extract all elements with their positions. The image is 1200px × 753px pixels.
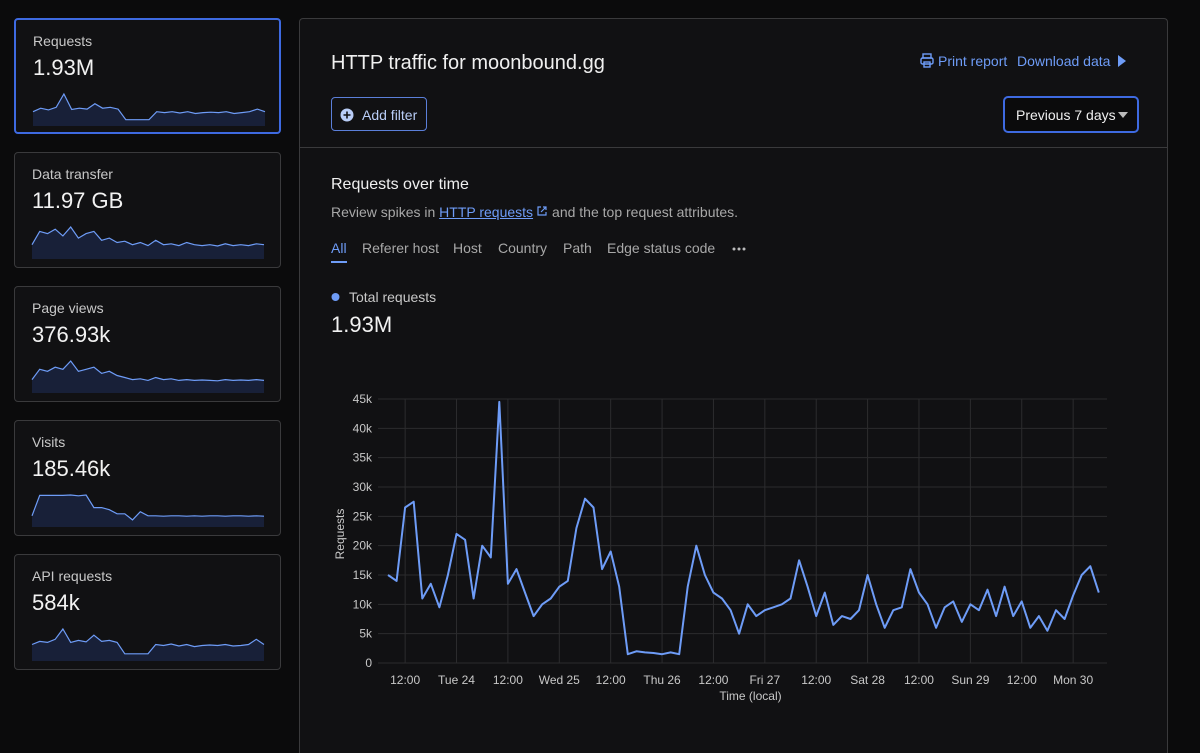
- description-text: Review spikes in: [331, 204, 436, 220]
- date-range-select[interactable]: Previous 7 days: [1003, 96, 1139, 133]
- date-range-label: Previous 7 days: [1016, 107, 1116, 123]
- x-tick-label: Fri 27: [749, 673, 780, 687]
- y-tick-label: 30k: [353, 480, 373, 494]
- description-text: and the top request attributes.: [552, 204, 739, 220]
- x-tick-label: 12:00: [698, 673, 728, 687]
- tab[interactable]: Path: [563, 240, 592, 256]
- y-tick-label: 25k: [353, 509, 373, 523]
- sparkline-line: [31, 226, 265, 247]
- metric-card[interactable]: Page views 376.93k: [14, 286, 281, 402]
- section-title: Requests over time: [331, 176, 469, 193]
- add-filter-label: Add filter: [362, 107, 418, 123]
- tab[interactable]: Country: [498, 240, 548, 256]
- active-tab-underline: [331, 261, 347, 263]
- external-icon: [537, 206, 547, 216]
- download-arrow: [1118, 55, 1126, 67]
- x-tick-label: Thu 26: [643, 673, 681, 687]
- metric-card[interactable]: API requests 584k: [14, 554, 281, 670]
- metric-label: Page views: [32, 300, 104, 316]
- metric-label: Visits: [32, 434, 66, 450]
- metric-value: 11.97 GB: [32, 188, 124, 213]
- x-tick-label: Sun 29: [951, 673, 989, 687]
- sparkline-line: [32, 92, 266, 121]
- legend-dot: [331, 293, 340, 301]
- sparkline: [31, 627, 265, 661]
- sparkline: [32, 92, 266, 126]
- sparkline: [31, 494, 265, 527]
- y-tick-label: 40k: [353, 421, 373, 435]
- metric-card[interactable]: Data transfer 11.97 GB: [14, 152, 281, 268]
- y-tick-label: 10k: [353, 597, 373, 611]
- sparkline: [31, 360, 265, 393]
- x-tick-label: 12:00: [596, 673, 626, 687]
- series-line: [387, 400, 1100, 656]
- print-report-link[interactable]: Print report: [938, 53, 1008, 69]
- sparkline-line: [31, 494, 265, 521]
- sparkline: [31, 226, 265, 259]
- divider: [300, 147, 1167, 148]
- x-tick-label: 12:00: [493, 673, 523, 687]
- chart: 0 5k 10k 15k 20k 25k 30k 35k 40k 45k 12:00 Tue 24 12…: [333, 392, 1107, 703]
- sparkline-area: [33, 94, 265, 126]
- metric-label: Data transfer: [32, 166, 113, 182]
- x-tick-label: 12:00: [390, 673, 420, 687]
- print-icon: [920, 53, 934, 68]
- y-tick-label: 20k: [353, 539, 373, 553]
- tab[interactable]: Referer host: [362, 240, 440, 256]
- download-data-link[interactable]: Download data: [1017, 53, 1111, 69]
- section-description: Review spikes in HTTP requests and the to…: [331, 204, 738, 220]
- metric-label: API requests: [32, 568, 113, 584]
- caret: [1118, 112, 1128, 118]
- x-tick-label: Tue 24: [438, 673, 475, 687]
- total-value: 1.93M: [331, 312, 393, 337]
- y-tick-label: 5k: [359, 627, 373, 641]
- y-axis-title: Requests: [333, 509, 347, 560]
- sparkline-line: [31, 360, 265, 382]
- y-tick-label: 35k: [353, 451, 373, 465]
- http-requests-link[interactable]: HTTP requests: [439, 204, 534, 220]
- x-tick-label: Sat 28: [850, 673, 885, 687]
- tab[interactable]: Edge status code: [607, 240, 716, 256]
- sparkline-area: [32, 227, 264, 259]
- main-panel: [299, 18, 1168, 753]
- y-tick-label: 0: [365, 656, 372, 670]
- metric-card[interactable]: Requests 1.93M: [14, 18, 281, 134]
- tab[interactable]: Host: [453, 240, 482, 256]
- metric-value: 185.46k: [32, 456, 111, 481]
- y-tick-label: 15k: [353, 568, 373, 582]
- page-title: HTTP traffic for moonbound.gg: [331, 52, 605, 74]
- x-axis-title: Time (local): [719, 689, 781, 703]
- sparkline-area: [32, 629, 264, 661]
- y-tick-label: 45k: [353, 392, 373, 406]
- more-tabs[interactable]: [732, 247, 746, 251]
- plus-icon: [340, 108, 354, 122]
- metric-label: Requests: [33, 33, 93, 49]
- tab[interactable]: All: [331, 240, 347, 256]
- x-tick-label: 12:00: [1007, 673, 1037, 687]
- sparkline-line: [31, 627, 265, 655]
- x-tick-label: Wed 25: [539, 673, 580, 687]
- sparkline-area: [32, 495, 264, 527]
- metric-value: 584k: [32, 590, 80, 615]
- metric-value: 1.93M: [33, 55, 95, 80]
- add-filter-button[interactable]: Add filter: [331, 97, 427, 131]
- metric-card[interactable]: Visits 185.46k: [14, 420, 281, 536]
- x-tick-label: 12:00: [801, 673, 831, 687]
- metric-value: 376.93k: [32, 322, 111, 347]
- sparkline-area: [32, 361, 264, 393]
- x-tick-label: 12:00: [904, 673, 934, 687]
- x-tick-label: Mon 30: [1053, 673, 1093, 687]
- legend-label: Total requests: [349, 289, 437, 305]
